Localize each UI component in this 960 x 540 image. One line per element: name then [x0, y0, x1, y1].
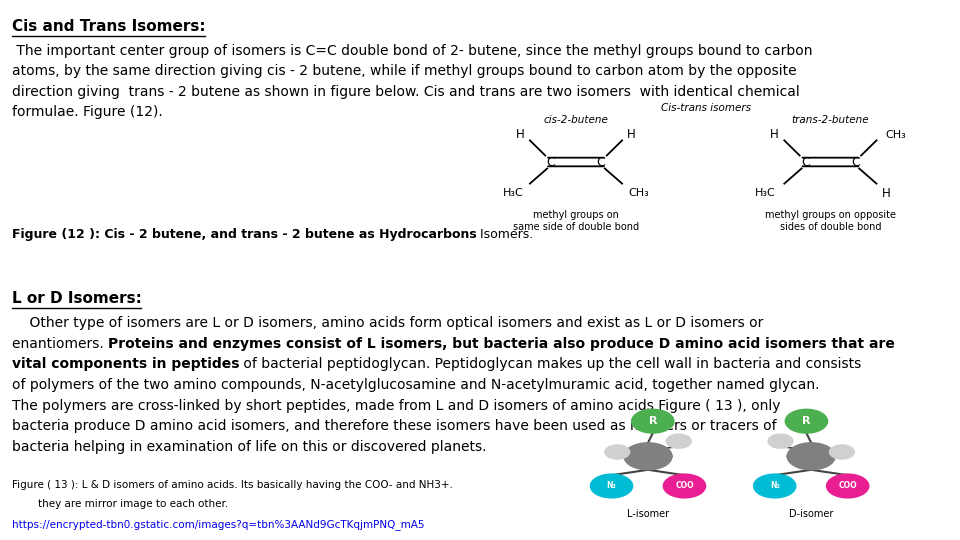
Text: R: R [803, 416, 810, 426]
Circle shape [768, 434, 793, 448]
Text: The polymers are cross-linked by short peptides, made from L and D isomers of am: The polymers are cross-linked by short p… [12, 399, 780, 413]
Circle shape [785, 409, 828, 433]
Text: C: C [851, 156, 860, 168]
Circle shape [829, 445, 854, 459]
Text: methyl groups on
same side of double bond: methyl groups on same side of double bon… [513, 210, 639, 232]
Text: methyl groups on opposite
sides of double bond: methyl groups on opposite sides of doubl… [765, 210, 896, 232]
Circle shape [827, 474, 869, 498]
Circle shape [590, 474, 633, 498]
Circle shape [754, 474, 796, 498]
Circle shape [787, 443, 835, 470]
Text: direction giving  trans - 2 butene as shown in figure below. Cis and trans are t: direction giving trans - 2 butene as sho… [12, 85, 800, 99]
Text: bacteria helping in examination of life on this or discovered planets.: bacteria helping in examination of life … [12, 440, 486, 454]
Text: Cis and Trans Isomers:: Cis and Trans Isomers: [12, 19, 205, 34]
Text: Other type of isomers are L or D isomers, amino acids form optical isomers and e: Other type of isomers are L or D isomers… [12, 316, 763, 330]
Text: COO: COO [838, 482, 857, 490]
Text: H: H [516, 129, 525, 141]
Text: Cis-trans isomers: Cis-trans isomers [660, 103, 751, 113]
Circle shape [666, 434, 691, 448]
Text: https://encrypted-tbn0.gstatic.com/images?q=tbn%3AANd9GcTKqjmPNQ_mA5: https://encrypted-tbn0.gstatic.com/image… [12, 519, 424, 530]
Text: The important center group of isomers is C=C double bond of 2- butene, since the: The important center group of isomers is… [12, 44, 812, 58]
Text: they are mirror image to each other.: they are mirror image to each other. [12, 499, 228, 509]
Text: COO: COO [675, 482, 694, 490]
Text: C: C [546, 156, 556, 168]
Text: CH₃: CH₃ [628, 188, 649, 198]
Text: of bacterial peptidoglycan. Peptidoglycan makes up the cell wall in bacteria and: of bacterial peptidoglycan. Peptidoglyca… [239, 357, 861, 372]
Text: of polymers of the two amino compounds, N-acetylglucosamine and N-acetylmuramic : of polymers of the two amino compounds, … [12, 378, 819, 392]
Text: Figure ( 13 ): L & D isomers of amino acids. Its basically having the COO- and N: Figure ( 13 ): L & D isomers of amino ac… [12, 480, 452, 490]
Text: C: C [801, 156, 810, 168]
Circle shape [624, 443, 672, 470]
Circle shape [605, 445, 630, 459]
Text: CH₃: CH₃ [885, 130, 906, 140]
Text: atoms, by the same direction giving cis - 2 butene, while if methyl groups bound: atoms, by the same direction giving cis … [12, 64, 796, 78]
Text: N₂: N₂ [607, 482, 616, 490]
Text: Proteins and enzymes consist of L isomers, but bacteria also produce D amino aci: Proteins and enzymes consist of L isomer… [108, 337, 895, 351]
Text: H: H [881, 187, 891, 200]
Text: formulae. Figure (12).: formulae. Figure (12). [12, 105, 162, 119]
Text: bacteria produce D amino acid isomers, and therefore these isomers have been use: bacteria produce D amino acid isomers, a… [12, 419, 776, 433]
Circle shape [663, 474, 706, 498]
Text: H₃C: H₃C [503, 188, 524, 198]
Circle shape [632, 409, 674, 433]
Text: H: H [627, 129, 636, 141]
Text: Isomers.: Isomers. [476, 228, 534, 241]
Text: vital components in peptides: vital components in peptides [12, 357, 239, 372]
Text: trans-2-butene: trans-2-butene [792, 115, 869, 125]
Text: enantiomers.: enantiomers. [12, 337, 108, 351]
Text: C: C [596, 156, 606, 168]
Text: N₂: N₂ [770, 482, 780, 490]
Text: L-isomer: L-isomer [627, 509, 669, 519]
Text: cis-2-butene: cis-2-butene [543, 115, 609, 125]
Text: D-isomer: D-isomer [789, 509, 833, 519]
Text: R: R [649, 416, 657, 426]
Text: H₃C: H₃C [755, 188, 776, 198]
Text: H: H [770, 129, 780, 141]
Text: Figure (12 ): Cis - 2 butene, and trans - 2 butene as Hydrocarbons: Figure (12 ): Cis - 2 butene, and trans … [12, 228, 476, 241]
Text: L or D Isomers:: L or D Isomers: [12, 291, 141, 306]
